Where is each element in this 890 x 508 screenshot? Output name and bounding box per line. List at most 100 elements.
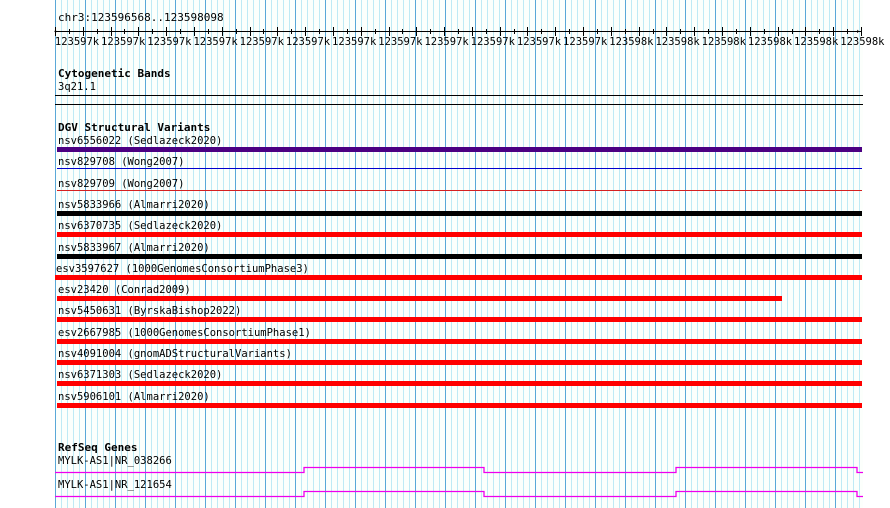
ruler-axis[interactable]: ← → <box>54 26 863 37</box>
variant-bar[interactable] <box>57 381 862 386</box>
gene-model-icon <box>55 490 863 498</box>
variant-label[interactable]: esv2667985 (1000GenomesConsortiumPhase1) <box>58 327 311 339</box>
variant-label[interactable]: esv3597627 (1000GenomesConsortiumPhase3) <box>56 263 309 275</box>
ruler-tick <box>500 27 501 36</box>
ruler-tick <box>402 29 403 34</box>
ruler-tick <box>416 27 417 36</box>
ruler-tick <box>861 27 862 36</box>
ruler-tick <box>750 27 751 36</box>
ruler-tick <box>319 29 320 34</box>
ruler-tick <box>555 27 556 36</box>
ruler-tick <box>305 27 306 36</box>
ruler-tick-label: 123597k <box>193 36 238 48</box>
ruler-tick-label: 123598k <box>655 36 700 48</box>
ruler-tick <box>124 29 125 34</box>
ruler-tick-label: 123597k <box>516 36 562 48</box>
ruler-tick <box>653 29 654 34</box>
ruler-left-arrow-icon: ← <box>54 26 61 37</box>
ruler-tick <box>69 29 70 34</box>
ruler-tick <box>736 29 737 34</box>
variant-bar[interactable] <box>57 296 782 301</box>
gene-line-1[interactable] <box>55 488 863 504</box>
ruler-tick <box>361 27 362 36</box>
ruler-tick-label: 123598k <box>794 36 839 48</box>
ruler-tick <box>347 29 348 34</box>
ruler-tick <box>541 29 542 34</box>
gene-label-1[interactable]: MYLK-AS1|NR_121654 <box>58 479 172 491</box>
ruler-tick <box>97 29 98 34</box>
variant-label[interactable]: nsv829708 (Wong2007) <box>58 156 185 168</box>
ruler-tick <box>389 27 390 36</box>
ruler-right-arrow-icon: → <box>853 26 860 37</box>
variant-bar[interactable] <box>57 232 862 237</box>
variant-label[interactable]: nsv6370735 (Sedlazeck2020) <box>58 220 223 232</box>
variant-bar[interactable] <box>57 147 862 152</box>
ruler-tick <box>375 29 376 34</box>
cytoband-line-top <box>55 95 863 96</box>
ruler-tick <box>514 29 515 34</box>
ruler-tick <box>458 29 459 34</box>
ruler-tick-label: 123597k <box>424 36 469 48</box>
ruler-tick <box>805 27 806 36</box>
variant-label[interactable]: nsv6371303 (Sedlazeck2020) <box>58 369 223 381</box>
ruler-tick-label: 123597k <box>470 36 515 48</box>
variant-bar[interactable] <box>57 254 862 259</box>
ruler-tick-label: 123597k <box>147 36 192 48</box>
ruler-tick <box>569 29 570 34</box>
variant-label[interactable]: esv23420 (Conrad2009) <box>58 284 191 296</box>
ruler-tick <box>625 29 626 34</box>
ruler-tick <box>833 27 834 36</box>
ruler-tick <box>138 27 139 36</box>
variant-label[interactable]: nsv5906101 (Almarri2020) <box>58 391 210 403</box>
ruler-tick <box>764 29 765 34</box>
variant-label[interactable]: nsv4091004 (gnomADStructuralVariants) <box>58 348 292 360</box>
cytoband-label[interactable]: 3q21.1 <box>58 81 96 93</box>
variant-label[interactable]: nsv5833966 (Almarri2020) <box>58 199 210 211</box>
ruler-tick-label: 123597k <box>378 36 423 48</box>
ruler-tick <box>472 27 473 36</box>
variant-bar[interactable] <box>57 317 862 322</box>
ruler-tick-label: 123597k <box>54 36 100 48</box>
track-title-cytogenetic-bands: Cytogenetic Bands <box>58 67 171 80</box>
variant-bar[interactable] <box>57 168 862 169</box>
ruler-tick-label: 123597k <box>285 36 331 48</box>
ruler-tick <box>152 29 153 34</box>
ruler-tick-labels: 123597k 123597k 123597k 123597k 123597k 12359… <box>0 36 890 50</box>
ruler-tick <box>208 29 209 34</box>
ruler-tick <box>194 27 195 36</box>
variant-bar[interactable] <box>57 360 862 365</box>
ruler-tick <box>55 27 56 36</box>
ruler-tick <box>111 27 112 36</box>
variant-label[interactable]: nsv829709 (Wong2007) <box>58 178 185 190</box>
variant-label[interactable]: nsv6556022 (Sedlazeck2020) <box>58 135 223 147</box>
ruler-tick <box>847 29 848 34</box>
variant-label[interactable]: nsv5833967 (Almarri2020) <box>58 242 210 254</box>
ruler-tick <box>778 27 779 36</box>
ruler-tick-label: 123598k <box>609 36 654 48</box>
gene-label-0[interactable]: MYLK-AS1|NR_038266 <box>58 455 172 467</box>
ruler-tick <box>722 27 723 36</box>
ruler-tick <box>236 29 237 34</box>
variant-bar[interactable] <box>57 211 862 216</box>
ruler-tick <box>166 27 167 36</box>
ruler-tick-label: 123597k <box>101 36 146 48</box>
gene-line-0[interactable] <box>55 464 863 480</box>
ruler-tick-label: 123597k <box>332 36 377 48</box>
ruler-tick <box>708 29 709 34</box>
ruler-tick <box>611 27 612 36</box>
ruler-tick <box>680 29 681 34</box>
variant-label[interactable]: nsv5450631 (ByrskaBishop2022) <box>58 305 242 317</box>
ruler-tick <box>583 27 584 36</box>
ruler-tick <box>527 27 528 36</box>
variant-bar[interactable] <box>57 339 862 344</box>
ruler-tick-label: 123597k <box>239 36 284 48</box>
ruler-tick <box>222 27 223 36</box>
variant-bar[interactable] <box>57 190 862 191</box>
locus-label: chr3:123596568..123598098 <box>58 11 224 24</box>
variant-bar[interactable] <box>55 275 862 280</box>
variant-bar[interactable] <box>57 403 862 408</box>
ruler-tick <box>263 29 264 34</box>
ruler-tick <box>694 27 695 36</box>
ruler-tick-label: 123598k <box>747 36 793 48</box>
